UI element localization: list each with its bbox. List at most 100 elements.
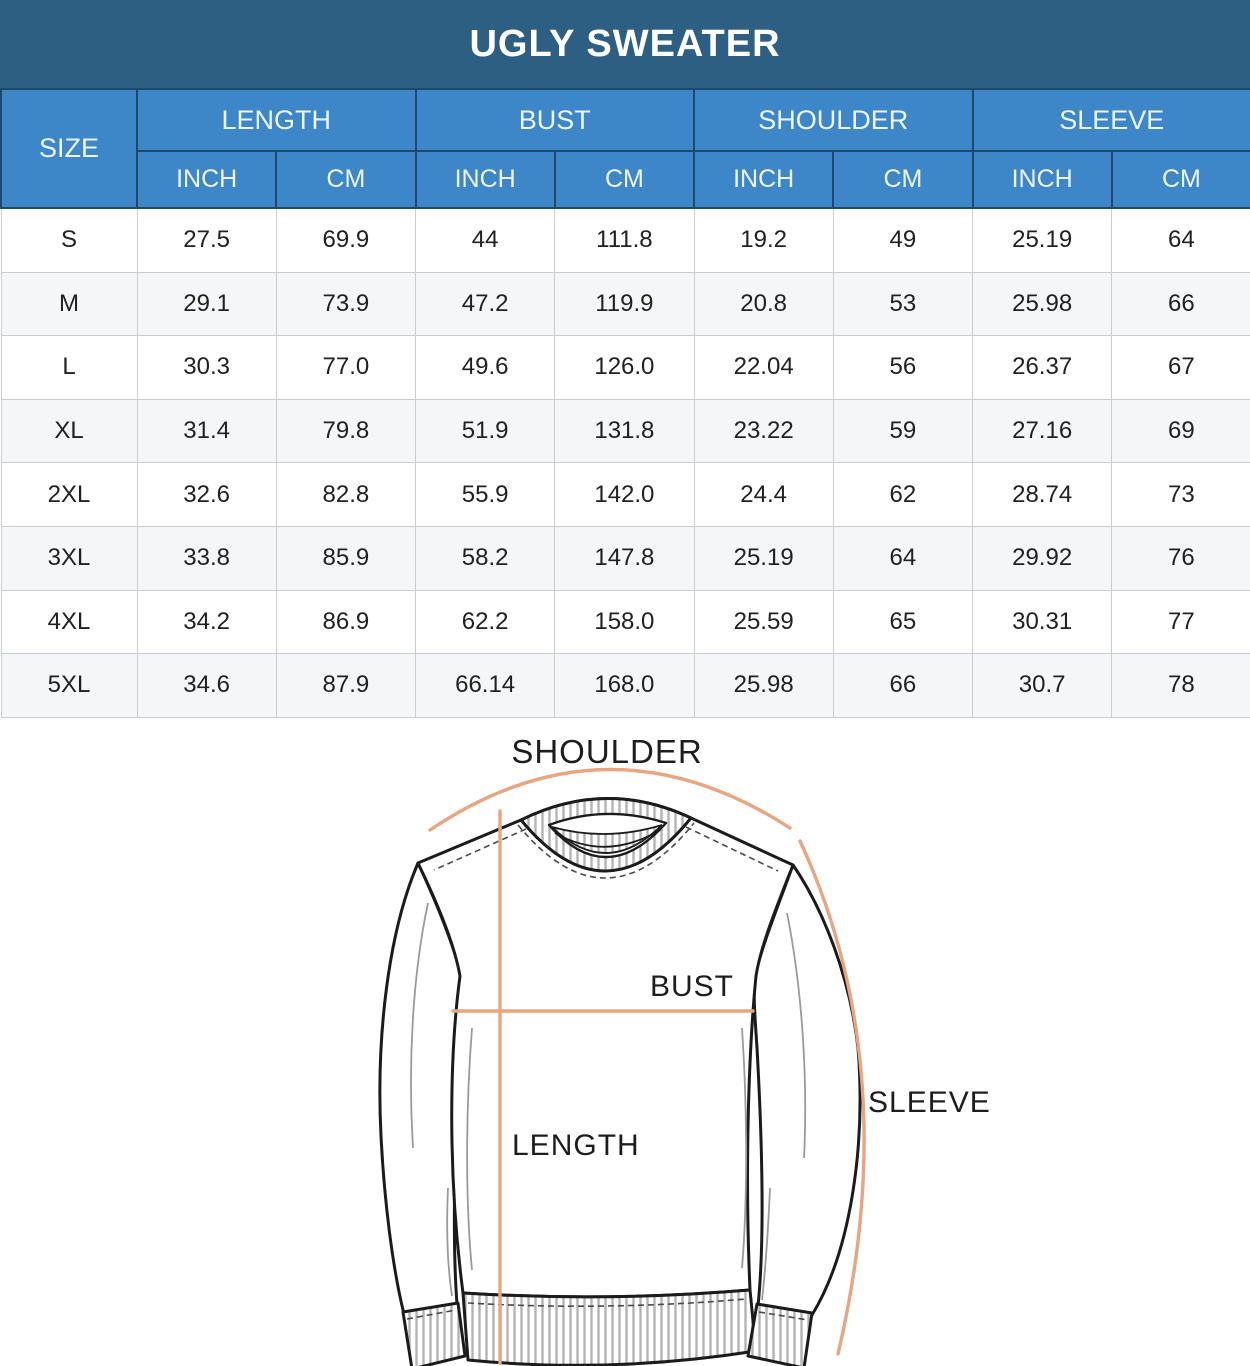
measurement-cell: 29.1 [136,271,277,337]
size-cell: 3XL [0,525,138,591]
measurement-cell: 86.9 [275,589,417,655]
sweater-illustration: SHOULDER BUST LENGTH SLEEVE [378,733,990,1366]
measurement-cell: 66.14 [414,653,556,718]
measurement-cell: 67 [1111,335,1250,400]
shoulder-arc-line [428,767,792,832]
unit-header-shoulder-inch: INCH [693,150,835,209]
measurement-cell: 53 [832,271,974,337]
unit-header-bust-cm: CM [553,150,696,209]
measurement-cell: 30.3 [136,335,277,400]
table-row: 2XL 32.6 82.8 55.9 142.0 24.4 62 28.74 7… [0,462,1250,527]
measurement-cell: 66 [832,653,974,718]
measurement-cell: 62 [832,462,974,527]
measurement-cell: 78 [1111,653,1250,718]
bust-label: BUST [650,970,734,1003]
group-header-length: LENGTH [136,88,417,152]
length-label: LENGTH [512,1129,640,1162]
measurement-cell: 34.6 [136,653,277,718]
measurement-cell: 142.0 [554,462,695,527]
table-row: M 29.1 73.9 47.2 119.9 20.8 53 25.98 66 [0,271,1250,337]
table-row: S 27.5 69.9 44 111.8 19.2 49 25.19 64 [0,207,1250,273]
measurement-cell: 168.0 [554,653,695,718]
measurement-cell: 111.8 [554,207,695,273]
measurement-cell: 73 [1111,462,1250,527]
measurement-cell: 158.0 [554,589,695,655]
measurement-cell: 131.8 [554,398,695,464]
sweater-diagram: SHOULDER BUST LENGTH SLEEVE [0,718,1250,1366]
unit-header-length-inch: INCH [135,150,278,209]
size-cell: 2XL [0,462,138,527]
right-sleeve [752,863,862,1317]
unit-header-length-cm: CM [275,150,417,209]
left-cuff [401,1301,467,1366]
size-cell: 4XL [0,589,138,655]
measurement-cell: 82.8 [275,462,417,527]
group-header-shoulder: SHOULDER [693,88,974,152]
measurement-cell: 76 [1111,525,1250,591]
fold-lines [410,902,807,1300]
measurement-cell: 59 [832,398,974,464]
measurement-cell: 77.0 [275,335,417,400]
sleeve-line [798,839,866,1356]
measurement-cell: 23.22 [693,398,834,464]
unit-header-sleeve-inch: INCH [971,150,1113,209]
measurement-cell: 64 [1111,207,1250,273]
size-cell: S [0,207,138,273]
unit-header-bust-inch: INCH [414,150,556,209]
measurement-cell: 19.2 [693,207,834,273]
measurement-cell: 30.31 [972,589,1113,655]
measurement-cell: 87.9 [275,653,417,718]
size-column-header: SIZE [0,88,138,209]
measurement-cell: 25.59 [693,589,834,655]
seam-stitch-lines [433,822,779,879]
measurement-cell: 27.16 [972,398,1113,464]
size-cell: L [0,335,138,400]
chart-title-bar: UGLY SWEATER [0,0,1250,88]
measurement-cell: 30.7 [972,653,1113,718]
collar-inner-edge [547,812,668,858]
size-cell: XL [0,398,138,464]
unit-header-shoulder-cm: CM [832,150,974,209]
table-row: 5XL 34.6 87.9 66.14 168.0 25.98 66 30.7 … [0,653,1250,718]
measurement-cell: 44 [414,207,556,273]
measurement-cell: 49 [832,207,974,273]
measurement-cell: 49.6 [414,335,556,400]
measurement-cell: 34.2 [136,589,277,655]
measurement-cell: 27.5 [136,207,277,273]
measurement-cell: 79.8 [275,398,417,464]
measurement-cell: 58.2 [414,525,556,591]
measurement-cell: 85.9 [275,525,417,591]
unit-header-sleeve-cm: CM [1110,150,1250,209]
table-row: L 30.3 77.0 49.6 126.0 22.04 56 26.37 67 [0,335,1250,400]
hem-stitch-line [467,1297,747,1307]
measurement-cell: 56 [832,335,974,400]
measurement-cell: 64 [832,525,974,591]
group-header-bust: BUST [414,88,696,152]
right-cuff-stitch-line [758,1310,809,1321]
unit-header-row: INCH CM INCH CM INCH CM INCH CM [1,150,1250,209]
measurement-cell: 26.37 [972,335,1113,400]
measurement-cell: 25.98 [693,653,834,718]
measurement-cell: 119.9 [554,271,695,337]
measurement-cell: 147.8 [554,525,695,591]
measurement-cell: 31.4 [136,398,277,464]
collar-outer-edge [519,796,693,873]
measurement-cell: 69.9 [275,207,417,273]
measurement-cell: 24.4 [693,462,834,527]
collar-band [521,798,691,871]
measurement-cell: 66 [1111,271,1250,337]
table-row: 4XL 34.2 86.9 62.2 158.0 25.59 65 30.31 … [0,589,1250,655]
measurement-cell: 51.9 [414,398,556,464]
size-cell: M [0,271,138,337]
measurement-cell: 126.0 [554,335,695,400]
measurement-cell: 20.8 [693,271,834,337]
size-table: SIZE LENGTH BUST SHOULDER SLEEVE INCH CM… [0,88,1250,718]
measurement-cell: 25.98 [972,271,1113,337]
back-collar-ribbing [551,823,663,854]
measurement-cell: 28.74 [972,462,1113,527]
shoulder-label: SHOULDER [511,733,702,770]
measurement-cell: 32.6 [136,462,277,527]
measurement-cell: 29.92 [972,525,1113,591]
measurement-cell: 22.04 [693,335,834,400]
